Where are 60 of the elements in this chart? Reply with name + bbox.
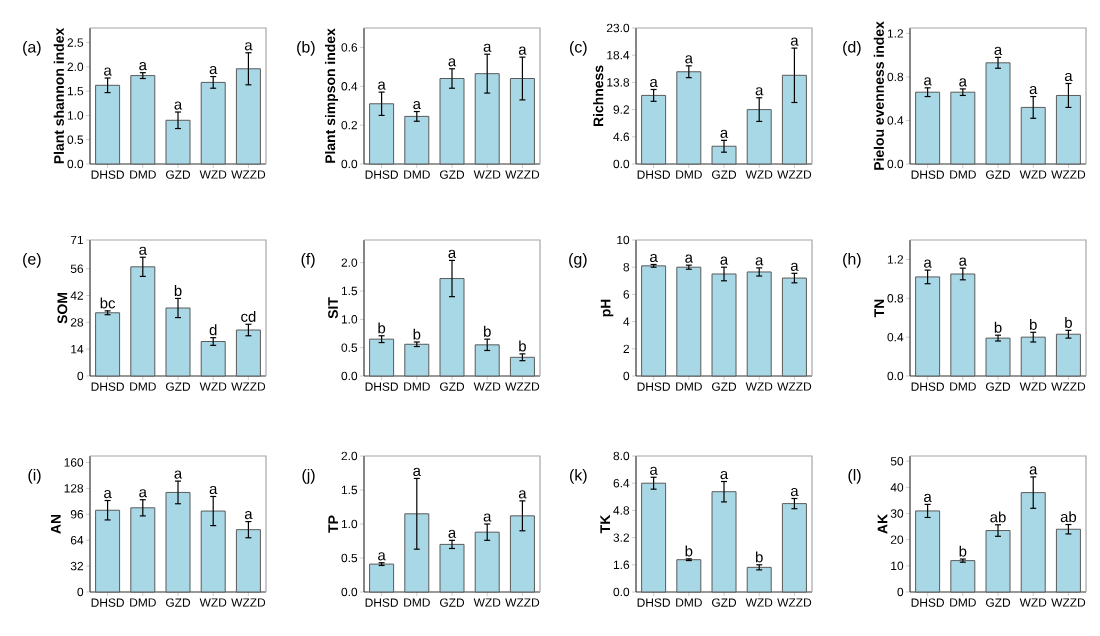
bar [474,531,500,593]
bar [235,68,261,165]
bar [711,491,737,593]
bar [915,276,941,377]
bar [1055,528,1081,593]
bar [641,94,667,165]
bar [985,62,1011,165]
bar [165,307,191,377]
bar [369,103,395,165]
bar [781,74,807,165]
bar [915,510,941,593]
bar [130,266,156,377]
bar [439,543,465,593]
bar [404,513,430,593]
bar [950,273,976,377]
bar [369,563,395,593]
bar [130,507,156,593]
bar [641,265,667,377]
bar [404,343,430,377]
bar [1055,94,1081,165]
bar [1020,336,1046,377]
bar [474,73,500,165]
bar [1020,106,1046,165]
bar [165,119,191,165]
bar [676,71,702,165]
bar [509,515,535,593]
bar [235,329,261,377]
bar [746,109,772,165]
bar [130,75,156,165]
bar [781,503,807,593]
bar [985,530,1011,593]
bar [985,337,1011,377]
bar [369,338,395,377]
bar [641,482,667,593]
bar [200,510,226,593]
bar [165,491,191,593]
bar [509,78,535,165]
bar [676,266,702,377]
bar [474,344,500,377]
bar [235,529,261,593]
bar [200,81,226,165]
bar [746,271,772,377]
bar [950,560,976,593]
bar [95,84,121,165]
bar [915,91,941,165]
bar [676,559,702,593]
bar [439,78,465,165]
bar [781,277,807,377]
bar [746,566,772,593]
bar [1020,492,1046,593]
bar [711,145,737,165]
bar [950,91,976,165]
bar [404,115,430,165]
bar [1055,333,1081,377]
bar [95,312,121,377]
bar [95,509,121,593]
bar [509,356,535,377]
bar [711,273,737,377]
bar [200,341,226,377]
bar [439,278,465,377]
